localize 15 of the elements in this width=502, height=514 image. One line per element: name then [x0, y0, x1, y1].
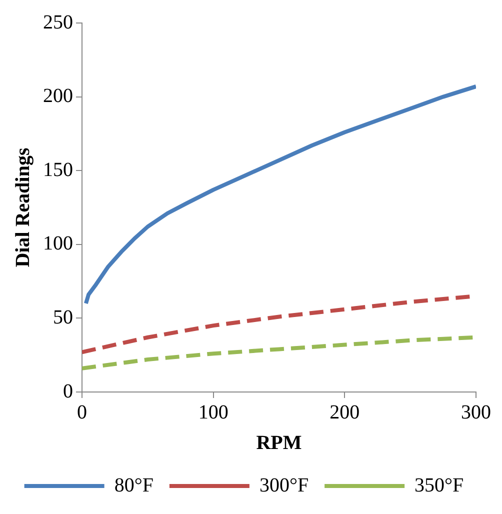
- x-axis-title: RPM: [256, 432, 302, 454]
- y-tick-label: 0: [63, 380, 73, 402]
- y-tick-label: 250: [43, 11, 73, 34]
- y-tick-label: 150: [43, 158, 73, 181]
- legend-label: 80°F: [114, 474, 154, 496]
- x-tick-label: 100: [198, 401, 228, 424]
- y-axis-title: Dial Readings: [12, 148, 34, 268]
- y-tick-label: 100: [43, 232, 73, 255]
- x-tick-label: 0: [77, 401, 87, 424]
- y-tick-label: 200: [43, 85, 73, 108]
- y-tick-label: 50: [53, 306, 73, 328]
- x-tick-label: 300: [461, 401, 491, 424]
- legend-label: 300°F: [259, 474, 309, 496]
- legend-label: 350°F: [414, 474, 464, 496]
- x-tick-label: 200: [330, 401, 360, 424]
